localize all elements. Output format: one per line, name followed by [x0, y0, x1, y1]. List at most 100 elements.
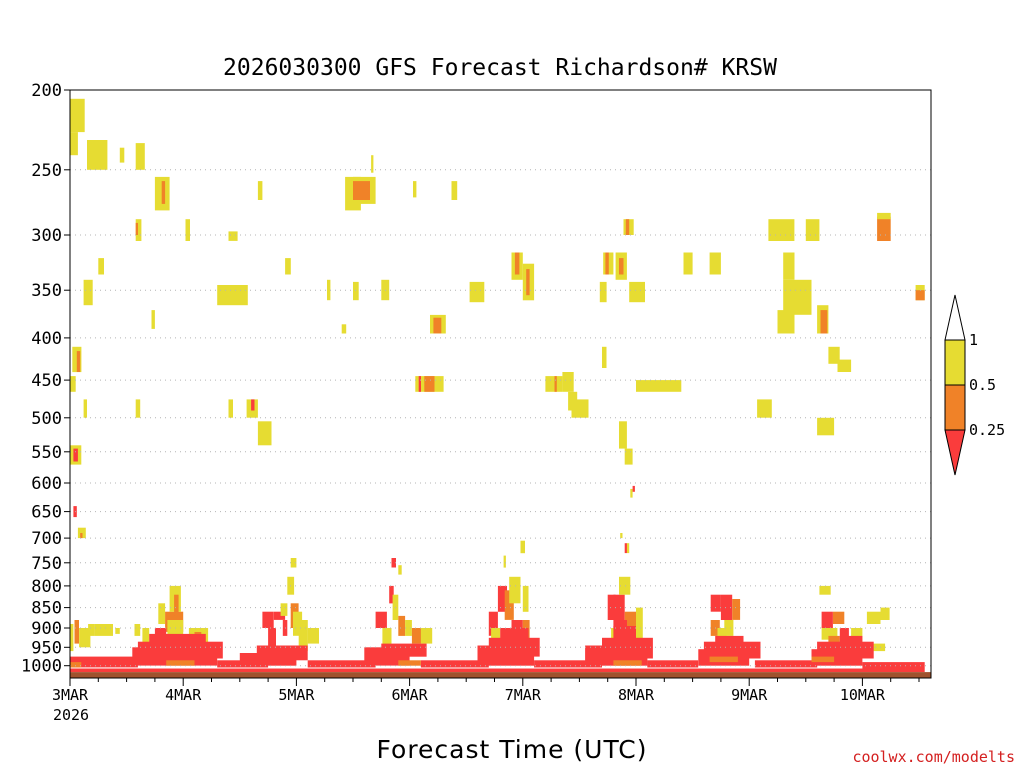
ri-cell: [880, 607, 890, 620]
ri-cell: [273, 611, 286, 620]
ri-cell: [868, 643, 886, 652]
ri-cell: [451, 181, 458, 200]
ri-cell: [149, 633, 206, 652]
ri-cell: [821, 628, 838, 640]
ri-cell: [500, 628, 529, 648]
ri-cell: [820, 310, 828, 334]
ri-cell: [70, 624, 74, 652]
y-tick-label: 700: [31, 529, 62, 549]
ri-cell: [391, 558, 396, 568]
ri-cell: [509, 576, 521, 604]
ri-cell: [405, 620, 412, 636]
ri-cell: [915, 290, 925, 301]
x-tick-label: 9MAR: [731, 686, 768, 704]
ri-cell: [624, 448, 633, 465]
ri-cell: [382, 628, 392, 652]
ri-cell: [228, 399, 233, 418]
ri-cell: [73, 448, 78, 462]
x-tick-label: 3MAR: [52, 686, 89, 704]
ri-cell: [469, 281, 485, 303]
x-tick-label: 8MAR: [618, 686, 655, 704]
ri-cell: [626, 543, 630, 554]
legend-label-0.5: 0.5: [969, 376, 996, 394]
ri-cell: [632, 485, 635, 492]
legend-label-0.25: 0.25: [969, 421, 1005, 439]
ri-cell: [134, 624, 141, 636]
ri-cell: [630, 488, 633, 498]
legend: 1 0.5 0.25: [944, 294, 1005, 476]
ri-cell: [819, 585, 831, 595]
ri-cell: [715, 635, 744, 652]
ri-cell: [866, 611, 881, 624]
y-tick-label: 900: [31, 619, 62, 639]
heatmap-cells: [70, 98, 925, 672]
ri-cell: [757, 399, 772, 418]
ri-cell: [647, 660, 699, 668]
ri-cell: [877, 216, 891, 241]
ri-cell: [619, 258, 624, 275]
ri-cell: [571, 399, 589, 418]
y-tick-label: 1000: [21, 657, 62, 677]
ri-cell: [613, 626, 636, 646]
ri-cell: [115, 628, 120, 634]
ri-cell: [327, 279, 331, 301]
ri-cell: [851, 628, 863, 644]
ri-cell: [371, 155, 374, 173]
ri-cell: [79, 628, 91, 648]
x-tick-label: 5MAR: [278, 686, 315, 704]
ri-cell: [307, 660, 376, 668]
y-tick-label: 400: [31, 329, 62, 349]
x-tick-label: 10MAR: [840, 686, 886, 704]
ri-cell: [811, 656, 835, 663]
chart-title: 2026030300 GFS Forecast Richardson# KRSW: [223, 55, 777, 81]
ri-cell: [88, 624, 95, 636]
ri-cell: [613, 594, 625, 628]
ri-cell: [710, 594, 721, 612]
ri-cell: [353, 181, 370, 200]
ri-cell: [420, 628, 433, 644]
ri-cell: [70, 132, 78, 156]
ri-cell: [514, 252, 520, 275]
ri-cell: [76, 351, 81, 372]
credit-link[interactable]: coolwx.com/modelts: [852, 748, 1015, 766]
x-tick-label: 6MAR: [392, 686, 429, 704]
ri-cell: [70, 668, 925, 672]
ri-cell: [522, 585, 529, 612]
ri-cell: [418, 376, 421, 392]
ri-cell: [135, 222, 138, 235]
gridlines: [70, 169, 931, 667]
ri-cell: [70, 98, 85, 133]
ri-cell: [257, 421, 272, 446]
ri-cell: [839, 628, 849, 644]
ri-cell: [783, 252, 795, 280]
x-tick-label: 7MAR: [505, 686, 542, 704]
ri-cell: [839, 635, 863, 652]
ri-cell: [777, 310, 795, 334]
ri-cell: [732, 599, 741, 620]
ri-cell: [833, 611, 845, 624]
ri-cell: [251, 399, 255, 411]
ri-cell: [605, 252, 609, 275]
legend-label-1: 1: [969, 331, 978, 349]
ri-cell: [142, 628, 150, 644]
ri-cell: [256, 645, 308, 661]
ri-cell: [624, 611, 636, 636]
ri-cell: [80, 533, 83, 539]
y-tick-label: 600: [31, 474, 62, 494]
ri-cell: [497, 585, 507, 612]
ri-cell: [629, 281, 645, 303]
ground-layer: [70, 672, 931, 678]
legend-under-triangle: [944, 429, 966, 476]
ri-cell: [70, 656, 138, 668]
ri-cell: [817, 417, 835, 436]
ri-cell: [625, 219, 630, 235]
ri-cell: [424, 376, 435, 392]
ri-cell: [293, 611, 303, 636]
ri-cell: [709, 252, 721, 275]
ri-cell: [720, 594, 733, 620]
plot-frame: [69, 89, 932, 679]
ri-cell: [619, 421, 627, 449]
ri-cell: [290, 558, 297, 568]
ri-cell: [862, 662, 925, 669]
